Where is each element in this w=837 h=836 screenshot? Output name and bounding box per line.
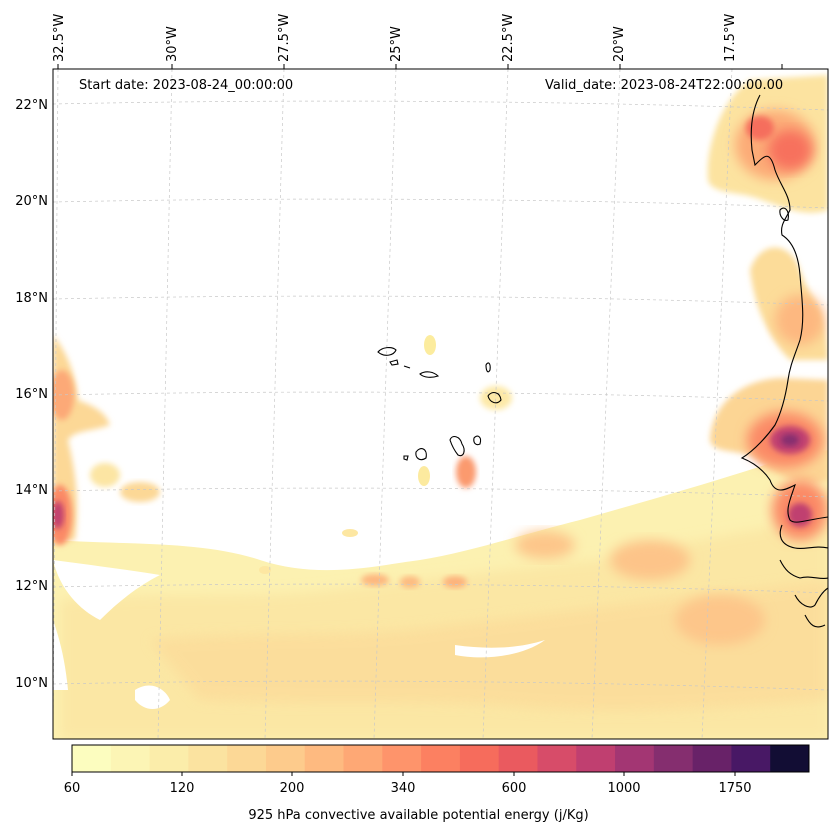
colorbar-tick-label: 1750 (718, 781, 752, 796)
lon-label: 22.5°W (501, 13, 516, 62)
colorbar-title: 925 hPa convective available potential e… (248, 808, 589, 823)
colorbar-segment (188, 745, 228, 772)
lon-label: 30°W (165, 26, 180, 62)
cape-verde-island (377, 347, 397, 356)
lon-label: 27.5°W (277, 13, 292, 62)
colorbar (72, 745, 810, 772)
colorbar-segment (615, 745, 655, 772)
colorbar-segment (343, 745, 383, 772)
cape-verde-island (415, 448, 427, 461)
lon-label: 25°W (389, 26, 404, 62)
colorbar-tick-label: 120 (169, 781, 195, 796)
colorbar-tick-label: 600 (501, 781, 527, 796)
colorbar-segment (72, 745, 112, 772)
cape-verde-island (403, 455, 409, 461)
lat-label: 22°N (15, 98, 48, 113)
colorbar-segment (770, 745, 810, 772)
lat-label: 10°N (15, 676, 48, 691)
lat-label: 14°N (15, 483, 48, 498)
map-panel (53, 69, 828, 739)
africa-coastline (740, 94, 828, 628)
map-frame (52, 68, 829, 740)
lon-ticks (57, 64, 783, 69)
colorbar-segment (149, 745, 189, 772)
colorbar-segment (653, 745, 694, 772)
colorbar-segment (537, 745, 577, 772)
lon-label: 20°W (612, 26, 627, 62)
cape-verde-island (485, 362, 491, 373)
colorbar-segment (304, 745, 345, 772)
colorbar-segment (110, 745, 151, 772)
lat-label: 16°N (15, 387, 48, 402)
coastlines (377, 94, 828, 628)
valid-date-label: Valid_date: 2023-08-24T22:00:00.00 (545, 78, 784, 93)
colorbar-frame (71, 744, 810, 773)
colorbar-segment (227, 745, 267, 772)
cape-verde-island (487, 391, 502, 404)
coast-island (779, 207, 789, 221)
colorbar-segment (576, 745, 616, 772)
colorbar-segment (421, 745, 461, 772)
colorbar-tick-label: 1000 (607, 781, 641, 796)
colorbar-tick-label: 60 (63, 781, 81, 796)
lat-label: 12°N (15, 579, 48, 594)
lon-label: 17.5°W (723, 13, 738, 62)
colorbar-tick-label: 200 (279, 781, 305, 796)
colorbar-segment (731, 745, 771, 772)
colorbar-tick-label: 340 (390, 781, 416, 796)
cape-verde-island (449, 435, 465, 457)
lon-label: 32.5°W (52, 13, 67, 62)
colorbar-segment (382, 745, 422, 772)
cape-verde-island (419, 371, 440, 378)
cape-verde-island (403, 365, 411, 369)
start-date-label: Start date: 2023-08-24_00:00:00 (79, 78, 294, 93)
graticule (53, 69, 828, 739)
lat-label: 20°N (15, 194, 48, 209)
cape-verde-island (473, 435, 482, 446)
colorbar-segment (459, 745, 500, 772)
lat-label: 18°N (15, 291, 48, 306)
colorbar-segment (692, 745, 732, 772)
colorbar-segment (498, 745, 538, 772)
cape-verde-island (389, 359, 399, 366)
colorbar-ticks (71, 772, 736, 776)
colorbar-segment (265, 745, 306, 772)
